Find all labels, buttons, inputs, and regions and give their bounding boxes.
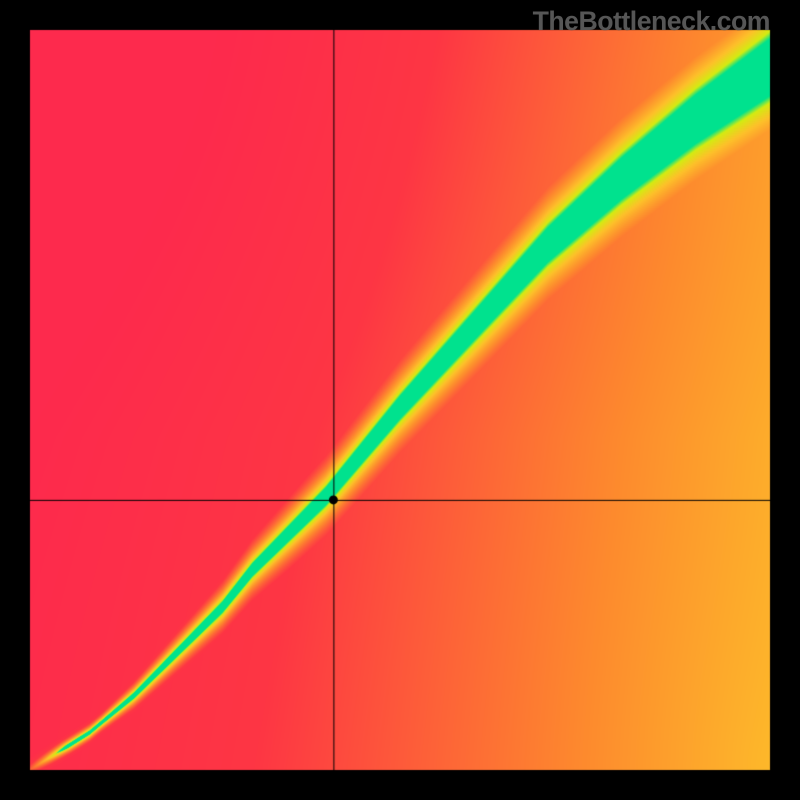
bottleneck-heatmap [0,0,800,800]
attribution-label: TheBottleneck.com [533,6,770,37]
